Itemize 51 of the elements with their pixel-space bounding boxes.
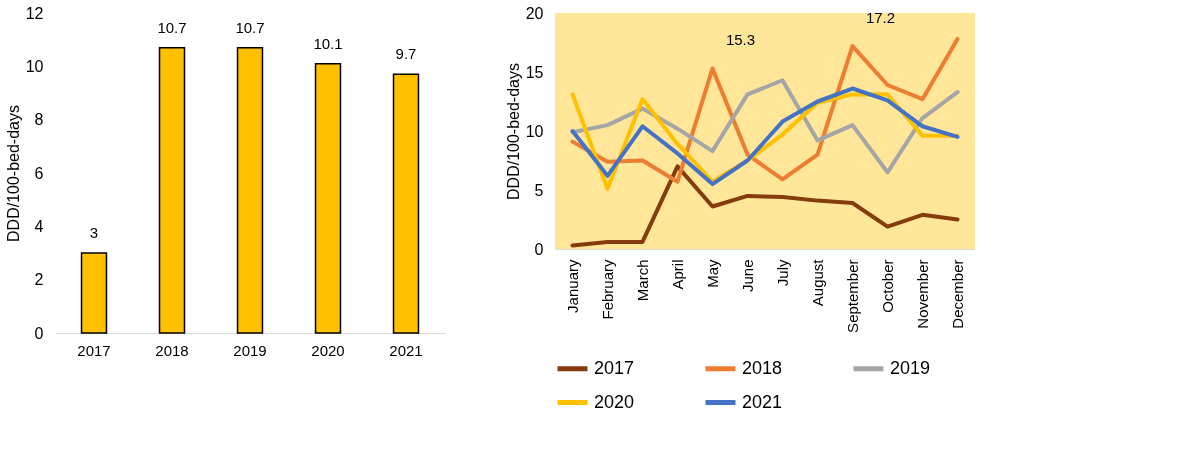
legend-label: 2018 — [742, 357, 783, 378]
data-label: 3 — [89, 224, 99, 241]
data-label: 10.7 — [235, 18, 265, 36]
annotation: 17.2 — [865, 9, 896, 27]
line-series — [570, 78, 960, 175]
y-tick-label: 12 — [25, 4, 44, 22]
x-tick-label: 2019 — [233, 341, 267, 359]
bar — [158, 46, 186, 334]
y-axis-title: DDD/100-bed-days — [4, 105, 22, 242]
y-tick-label: 0 — [34, 324, 44, 342]
x-tick-label: April — [669, 259, 686, 290]
y-tick-label: 8 — [34, 111, 44, 129]
x-tick-label: September — [844, 259, 861, 333]
x-tick-label: May — [704, 259, 721, 288]
x-tick-label: August — [809, 258, 826, 307]
bar — [392, 73, 420, 334]
annotation: 15.3 — [725, 31, 756, 49]
x-tick-label: 2020 — [311, 341, 345, 359]
x-tick-label: January — [564, 259, 581, 313]
x-tick-label: March — [634, 259, 651, 302]
x-tick-label: June — [739, 259, 756, 293]
x-tick-label: October — [879, 259, 896, 313]
bar — [236, 46, 264, 334]
x-tick-label: July — [774, 259, 791, 287]
y-tick-label: 10 — [25, 57, 44, 75]
y-tick-label: 4 — [34, 217, 44, 235]
data-label: 9.7 — [395, 45, 417, 63]
bar — [314, 62, 342, 334]
legend-label: 2021 — [742, 391, 783, 412]
line-series — [570, 164, 960, 248]
y-axis-title: DDD/100-bed-days — [504, 63, 522, 200]
x-tick-label: November — [914, 259, 931, 329]
x-tick-label: 2017 — [77, 341, 111, 359]
data-label: 10.1 — [313, 34, 343, 52]
x-tick-label: 2018 — [155, 341, 189, 359]
bar — [80, 252, 108, 334]
y-tick-label: 0 — [534, 240, 544, 258]
y-tick-label: 2 — [34, 271, 44, 289]
x-tick-label: December — [949, 259, 966, 329]
legend-label: 2017 — [594, 357, 635, 378]
y-tick-label: 5 — [534, 181, 544, 199]
legend-label: 2019 — [890, 357, 931, 378]
data-label: 10.7 — [157, 18, 187, 36]
x-tick-label: February — [599, 259, 616, 320]
line-series — [570, 36, 960, 184]
y-tick-label: 10 — [525, 122, 544, 140]
y-tick-label: 20 — [525, 4, 544, 22]
y-tick-label: 6 — [34, 164, 44, 182]
legend-label: 2020 — [594, 391, 635, 412]
x-tick-label: 2021 — [389, 341, 423, 359]
y-tick-label: 15 — [525, 63, 544, 81]
